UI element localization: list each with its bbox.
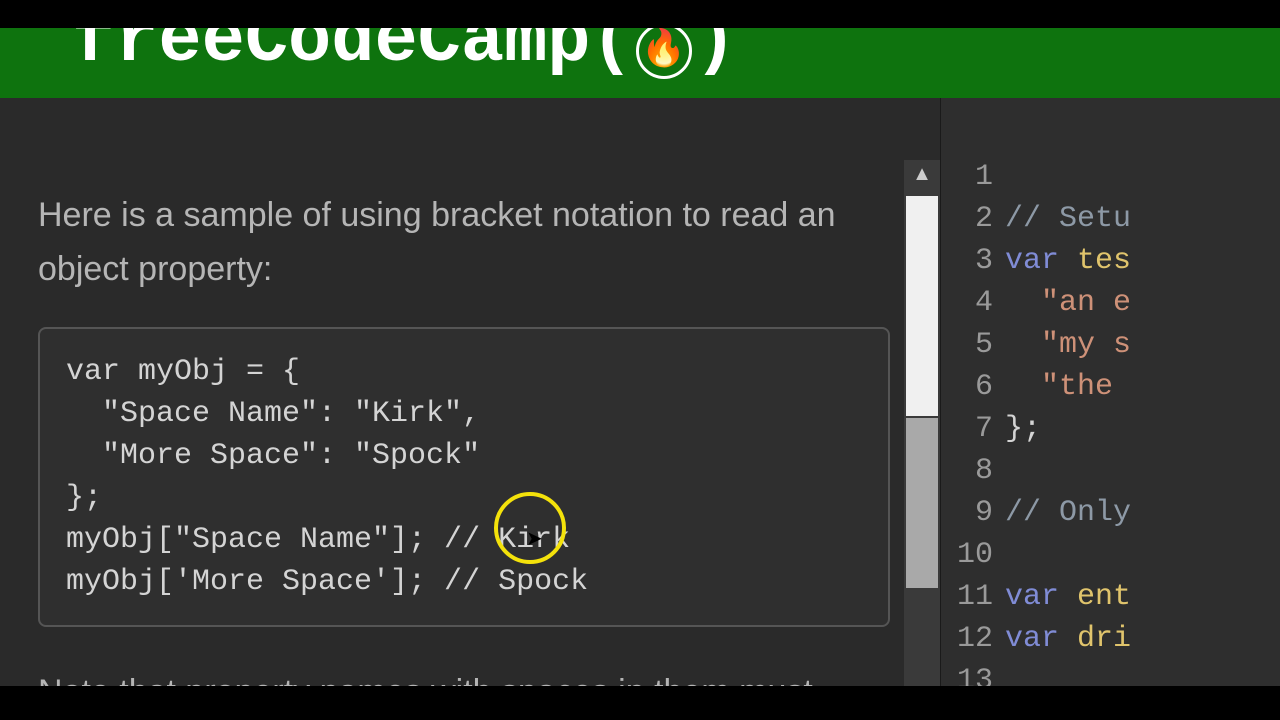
editor-line[interactable]: 1: [941, 156, 1280, 198]
line-number: 4: [941, 282, 1005, 324]
line-code[interactable]: var dri: [1005, 618, 1131, 660]
lesson-pane: Here is a sample of using bracket notati…: [0, 98, 940, 686]
code-editor[interactable]: 12// Setu3var tes4 "an e5 "my s6 "the 7}…: [941, 156, 1280, 686]
line-number: 3: [941, 240, 1005, 282]
editor-line[interactable]: 7};: [941, 408, 1280, 450]
editor-line[interactable]: 8: [941, 450, 1280, 492]
letterbox-top: [0, 0, 1280, 28]
editor-line[interactable]: 9// Only: [941, 492, 1280, 534]
site-header: freeCodeCamp(🔥): [0, 28, 1280, 98]
line-number: 7: [941, 408, 1005, 450]
scroll-track-upper[interactable]: [906, 196, 938, 416]
brand-text: freeCodeCamp(🔥): [72, 28, 737, 82]
scroll-thumb[interactable]: [906, 418, 938, 588]
editor-line[interactable]: 4 "an e: [941, 282, 1280, 324]
line-number: 9: [941, 492, 1005, 534]
line-code[interactable]: "an e: [1005, 282, 1131, 324]
scroll-up-button[interactable]: ▲: [904, 160, 940, 196]
line-code[interactable]: "my s: [1005, 324, 1131, 366]
brand-post: ): [694, 28, 737, 82]
line-code[interactable]: var ent: [1005, 576, 1131, 618]
line-code[interactable]: var tes: [1005, 240, 1131, 282]
line-number: 13: [941, 660, 1005, 686]
example-code-block: var myObj = { "Space Name": "Kirk", "Mor…: [38, 327, 890, 627]
fire-icon: 🔥: [636, 28, 692, 79]
editor-line[interactable]: 6 "the: [941, 366, 1280, 408]
editor-line[interactable]: 2// Setu: [941, 198, 1280, 240]
lesson-outro: Note that property names with spaces in …: [38, 665, 890, 686]
brand-pre: freeCodeCamp(: [72, 28, 634, 82]
editor-line[interactable]: 5 "my s: [941, 324, 1280, 366]
line-number: 1: [941, 156, 1005, 198]
line-code[interactable]: "the: [1005, 366, 1131, 408]
lesson-intro: Here is a sample of using bracket notati…: [38, 188, 890, 297]
code-editor-pane[interactable]: 12// Setu3var tes4 "an e5 "my s6 "the 7}…: [940, 98, 1280, 686]
editor-line[interactable]: 10: [941, 534, 1280, 576]
line-code[interactable]: // Only: [1005, 492, 1131, 534]
line-number: 6: [941, 366, 1005, 408]
line-number: 2: [941, 198, 1005, 240]
line-code[interactable]: // Setu: [1005, 198, 1131, 240]
editor-line[interactable]: 13: [941, 660, 1280, 686]
line-number: 11: [941, 576, 1005, 618]
line-number: 12: [941, 618, 1005, 660]
editor-line[interactable]: 12var dri: [941, 618, 1280, 660]
lesson-scrollbar[interactable]: ▲: [904, 160, 940, 686]
line-number: 10: [941, 534, 1005, 576]
editor-line[interactable]: 3var tes: [941, 240, 1280, 282]
line-number: 5: [941, 324, 1005, 366]
editor-line[interactable]: 11var ent: [941, 576, 1280, 618]
content-area: Here is a sample of using bracket notati…: [0, 98, 1280, 686]
line-number: 8: [941, 450, 1005, 492]
line-code[interactable]: };: [1005, 408, 1041, 450]
lesson-body: Here is a sample of using bracket notati…: [38, 188, 890, 686]
letterbox-bottom: [0, 686, 1280, 720]
